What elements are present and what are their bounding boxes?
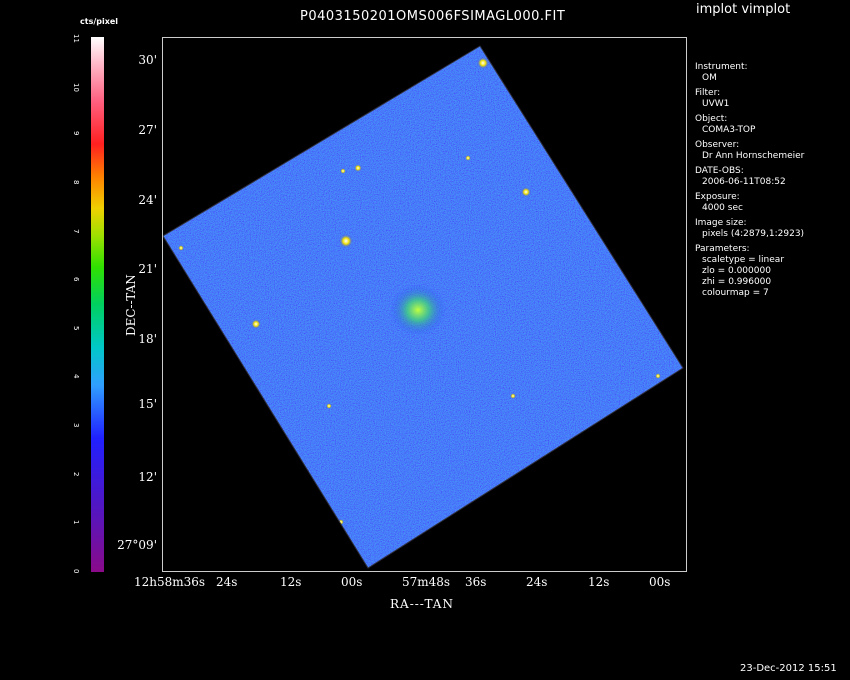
x-tick-label: 12s: [588, 575, 610, 589]
info-value: 4000 sec: [702, 203, 743, 213]
info-key: Instrument:: [695, 62, 748, 72]
colorbar-label: cts/pixel: [80, 17, 119, 26]
info-value: 2006-06-11T08:52: [702, 177, 786, 187]
info-key: Observer:: [695, 140, 740, 150]
star: [354, 164, 362, 172]
timestamp: 23-Dec-2012 15:51: [740, 663, 837, 674]
colorbar-tick-label: 1: [72, 520, 80, 525]
star: [477, 57, 489, 69]
colorbar-tick-label: 8: [72, 179, 80, 185]
info-key: DATE-OBS:: [695, 166, 744, 176]
param-scaletype: scaletype = linear: [702, 255, 785, 265]
y-tick-label: 24': [138, 193, 157, 207]
colorbar-tick-label: 2: [72, 471, 80, 477]
star: [510, 393, 516, 399]
x-tick-label: 24s: [526, 575, 548, 589]
colorbar-tick-label: 0: [72, 569, 80, 574]
y-tick-label: 12': [138, 470, 157, 484]
image-plot[interactable]: [162, 37, 687, 572]
x-tick-label: 36s: [465, 575, 487, 589]
colorbar-tick-label: 9: [72, 131, 80, 136]
sky-image: [162, 45, 684, 569]
info-key: Filter:: [695, 88, 721, 98]
info-value: OM: [702, 73, 717, 83]
star: [465, 155, 471, 161]
info-list: Instrument: OM Filter: UVW1 Object: COMA3-TOP…: [695, 62, 845, 240]
param-colourmap: colourmap = 7: [702, 288, 769, 298]
y-tick-label: 27°09': [117, 538, 157, 552]
y-axis-label: DEC--TAN: [124, 274, 138, 336]
colorbar-tick-label: 10: [72, 82, 80, 92]
info-value: COMA3-TOP: [702, 125, 756, 135]
image-title: P0403150201OMS006FSIMAGL000.FIT: [300, 9, 566, 24]
x-tick-label: 12h58m36s: [134, 575, 206, 589]
x-tick-label: 12s: [280, 575, 302, 589]
y-tick-label: 27': [138, 123, 157, 137]
y-tick-label: 18': [138, 332, 157, 346]
x-tick-label: 57m48s: [402, 575, 451, 589]
star: [326, 403, 332, 409]
info-value: UVW1: [702, 99, 730, 109]
star: [655, 373, 661, 379]
star: [521, 187, 531, 197]
colorbar: [91, 37, 104, 572]
colorbar-tick-label: 6: [72, 277, 80, 282]
info-key: Image size:: [695, 218, 747, 228]
star: [178, 245, 184, 251]
parameters-heading: Parameters:: [695, 244, 750, 254]
info-panel: Instrument: OM Filter: UVW1 Object: COMA3-TOP…: [695, 58, 845, 299]
info-value: Dr Ann Hornschemeier: [702, 151, 805, 161]
y-tick-label: 15': [138, 397, 157, 411]
star: [339, 234, 353, 248]
colorbar-tick-label: 7: [72, 228, 80, 233]
x-tick-label: 00s: [341, 575, 363, 589]
x-tick-label: 00s: [649, 575, 671, 589]
info-key: Object:: [695, 114, 728, 124]
colorbar-tick-label: 11: [72, 34, 80, 43]
x-axis-label: RA---TAN: [390, 597, 454, 611]
param-zhi: zhi = 0.996000: [702, 277, 772, 287]
y-tick-label: 21': [138, 262, 157, 276]
galaxy-core: [390, 284, 446, 336]
app-name: implot vimplot: [696, 2, 791, 17]
colorbar-tick-label: 5: [72, 325, 80, 331]
y-tick-label: 30': [138, 53, 157, 67]
star: [251, 319, 261, 329]
x-tick-label: 24s: [216, 575, 238, 589]
star: [340, 168, 346, 174]
colorbar-tick-label: 4: [72, 374, 80, 379]
param-zlo: zlo = 0.000000: [702, 266, 771, 276]
info-value: pixels (4:2879,1:2923): [702, 229, 805, 239]
info-key: Exposure:: [695, 192, 740, 202]
colorbar-tick-label: 3: [72, 423, 80, 428]
